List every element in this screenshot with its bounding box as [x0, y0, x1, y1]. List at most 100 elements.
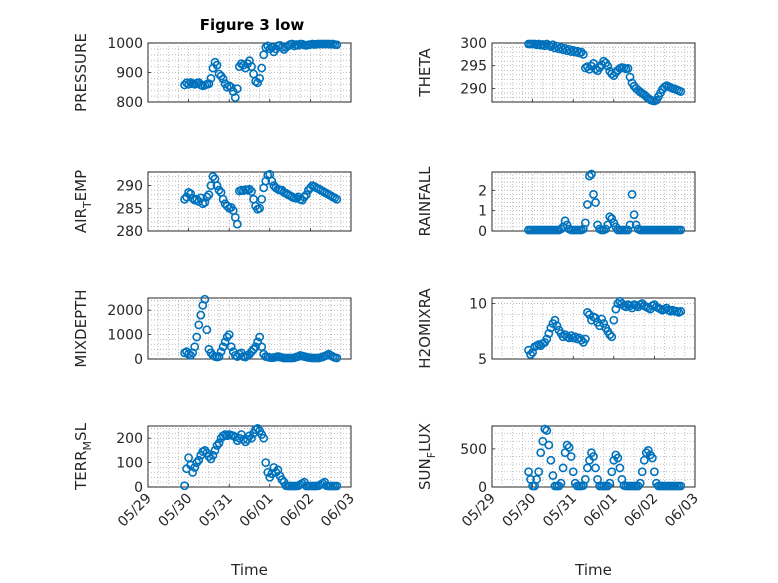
- data-point: [603, 61, 613, 71]
- y-axis-label: AIRTEMP: [72, 170, 94, 233]
- data-point: [249, 344, 258, 354]
- data-point: [643, 445, 653, 455]
- data-point: [253, 78, 263, 88]
- data-point: [607, 467, 617, 477]
- data-point: [546, 42, 556, 52]
- data-point: [676, 306, 686, 316]
- subplot-6: 0 100 200 05/29 05/30 05/31 06/01 06/02 06/03 Tim…: [72, 422, 358, 579]
- data-point: [532, 474, 542, 484]
- data-point: [639, 455, 649, 465]
- subplot-3: 0 1 2 RAINFALL: [416, 166, 696, 240]
- data-point: [578, 49, 588, 59]
- data-point: [544, 329, 554, 338]
- data-point: [536, 448, 546, 458]
- figure-title: Figure 3 low: [200, 16, 305, 34]
- data-point: [224, 81, 234, 91]
- data-point: [222, 201, 232, 211]
- y-tick-label: 290: [116, 179, 143, 195]
- data-point: [528, 347, 537, 357]
- data-point: [255, 74, 265, 83]
- data-point: [299, 192, 309, 202]
- y-tick-label: 500: [460, 442, 487, 458]
- data-point: [208, 172, 218, 181]
- y-tick-label: 5: [478, 352, 487, 368]
- data-point: [585, 171, 594, 181]
- data-point: [629, 210, 639, 220]
- data-point: [534, 467, 544, 477]
- data-point: [210, 445, 220, 455]
- data-point: [202, 192, 212, 202]
- data-point: [206, 181, 216, 191]
- data-point: [583, 308, 592, 317]
- data-point: [583, 463, 592, 473]
- x-axis-label: Time: [230, 561, 268, 579]
- y-tick-label: 100: [116, 456, 143, 472]
- subplot-4: 0 1000 2000 MIXDEPTH: [72, 289, 352, 368]
- data-point: [305, 183, 315, 193]
- data-point: [212, 60, 222, 70]
- x-tick-label: 06/01: [237, 491, 277, 531]
- data-point: [226, 82, 236, 92]
- data-point: [558, 332, 568, 342]
- data-point: [591, 64, 600, 74]
- data-point: [564, 333, 574, 343]
- data-point: [192, 458, 202, 467]
- data-point: [607, 69, 617, 79]
- data-point: [180, 481, 189, 491]
- data-point: [204, 79, 214, 89]
- data-point: [186, 189, 196, 199]
- data-point: [267, 176, 277, 186]
- data-point: [261, 43, 271, 52]
- data-point: [647, 453, 657, 463]
- data-point: [564, 442, 574, 452]
- data-point: [676, 481, 686, 491]
- data-point: [566, 452, 576, 461]
- data-point: [576, 47, 586, 57]
- grid: [492, 43, 695, 102]
- data-point: [216, 347, 226, 357]
- data-point: [544, 440, 554, 450]
- x-tick-label: 06/03: [662, 491, 702, 531]
- data-point: [676, 87, 686, 96]
- data-point: [263, 467, 273, 477]
- data-point: [180, 194, 189, 204]
- y-tick-label: 2000: [107, 303, 143, 319]
- data-point: [239, 435, 248, 444]
- grid: [148, 43, 351, 102]
- data-point: [524, 467, 533, 477]
- data-point: [556, 224, 566, 234]
- data-point: [301, 190, 311, 200]
- x-tick-label: 05/29: [459, 491, 499, 531]
- y-tick-label: 0: [134, 480, 143, 496]
- data-point: [625, 220, 635, 230]
- data-point: [214, 185, 224, 195]
- axes-frame: [491, 171, 696, 232]
- data-point: [556, 478, 566, 488]
- grid: [148, 172, 351, 231]
- data-point: [247, 187, 256, 196]
- data-point: [605, 478, 615, 488]
- series-points: [180, 169, 342, 229]
- data-point: [222, 332, 232, 342]
- x-tick-label: 05/30: [156, 491, 196, 531]
- data-point: [253, 424, 263, 433]
- series-points: [180, 39, 342, 102]
- series-points: [524, 424, 686, 491]
- data-point: [277, 475, 287, 485]
- data-point: [650, 467, 659, 477]
- data-point: [540, 41, 550, 51]
- data-point: [526, 350, 535, 359]
- data-point: [257, 194, 267, 204]
- data-point: [332, 194, 342, 204]
- data-point: [277, 43, 287, 52]
- x-tick-label: 06/03: [318, 491, 358, 531]
- data-point: [625, 301, 635, 311]
- data-point: [182, 78, 191, 88]
- y-tick-label: 285: [116, 201, 143, 217]
- data-point: [200, 445, 210, 455]
- data-point: [230, 93, 240, 102]
- x-tick-label: 06/01: [581, 491, 621, 531]
- y-tick-label: 2: [478, 183, 487, 199]
- y-tick-label: 300: [460, 36, 487, 52]
